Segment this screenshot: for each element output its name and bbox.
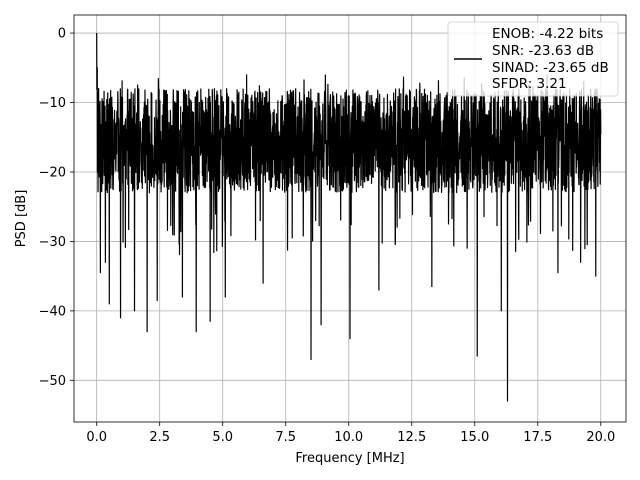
x-tick-label: 17.5	[523, 430, 552, 445]
x-axis-label: Frequency [MHz]	[295, 451, 404, 466]
x-tick-label: 10.0	[334, 430, 363, 445]
psd-series-line	[96, 33, 602, 402]
x-tick-label: 5.0	[212, 430, 233, 445]
x-tick-label: 12.5	[397, 430, 426, 445]
x-axis-ticks: 0.0 2.5 5.0 7.5 10.0 12.5 15.0 17.5 20.0	[86, 422, 615, 445]
y-tick-label: −20	[39, 165, 66, 180]
x-tick-label: 7.5	[275, 430, 296, 445]
legend-entry-enob: ENOB: -4.22 bits	[492, 26, 603, 42]
x-tick-label: 0.0	[86, 430, 107, 445]
legend-entry-snr: SNR: -23.63 dB	[492, 43, 594, 59]
y-axis-ticks: 0 −10 −20 −30 −40 −50	[39, 27, 74, 389]
y-tick-label: −40	[39, 304, 66, 319]
x-tick-label: 2.5	[149, 430, 170, 445]
y-tick-label: −10	[39, 96, 66, 111]
plot-frame	[73, 14, 627, 423]
y-axis-label: PSD [dB]	[14, 190, 29, 248]
legend-box	[447, 21, 619, 97]
y-tick-label: −30	[39, 235, 66, 250]
x-tick-label: 15.0	[460, 430, 489, 445]
series-layer	[96, 33, 602, 402]
legend-entry-sinad: SINAD: -23.65 dB	[492, 60, 609, 76]
legend-entry-sfdr: SFDR: 3.21	[492, 76, 567, 92]
y-tick-label: 0	[58, 27, 66, 42]
legend: ENOB: -4.22 bits SNR: -23.63 dB SINAD: -…	[447, 21, 619, 97]
y-tick-label: −50	[39, 374, 66, 389]
x-tick-label: 20.0	[586, 430, 615, 445]
